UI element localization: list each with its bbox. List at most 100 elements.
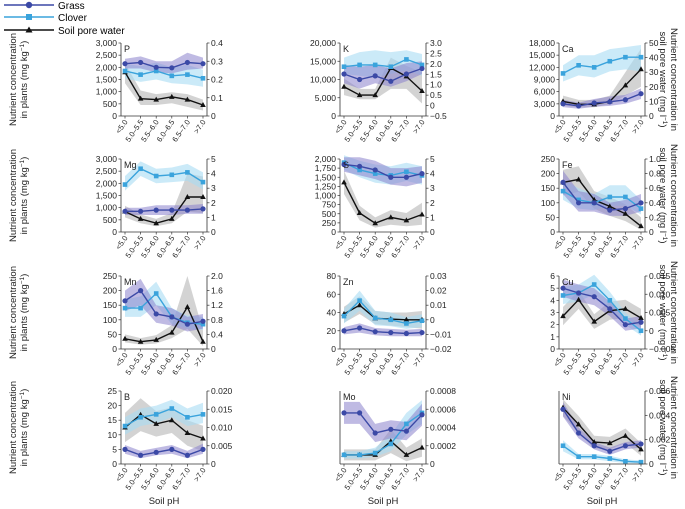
left-tick-label: 1,500 [315, 172, 337, 182]
point-mo-clover-0 [341, 452, 347, 458]
point-mg-clover-2 [153, 173, 159, 179]
left-tick-label: 750 [322, 200, 336, 210]
left-tick-label: 1,000 [315, 191, 337, 201]
left-tick-label: 500 [322, 209, 336, 219]
point-cu-clover-0 [560, 293, 566, 298]
point-b-clover-2 [153, 412, 159, 417]
right-tick-label: 0.002 [649, 435, 671, 445]
right-axis-title-line1: Nutrient concentration in [668, 376, 679, 479]
point-k-grass-3 [388, 78, 394, 84]
left-axis-title: Nutrient concentrationin plants (mg kg−1… [8, 149, 30, 242]
point-ni-soil-pore-water-1 [575, 421, 582, 427]
left-axis-title-line1: Nutrient concentration [8, 266, 19, 359]
right-tick-label: 0 [649, 111, 654, 121]
left-tick-label: 15,000 [310, 56, 336, 66]
right-axis-title-exponent: −1 [661, 233, 668, 241]
right-tick-label: 3 [211, 183, 216, 193]
right-tick-label: 1.2 [211, 300, 223, 310]
point-b-grass-2 [153, 449, 159, 455]
x-tick-label: >7.0 [630, 234, 646, 251]
right-tick-label: 0 [211, 111, 216, 121]
right-tick-label: 1.0 [430, 80, 442, 90]
band-b-clover [125, 399, 203, 435]
line-b-soil-pore-water [124, 413, 204, 440]
right-tick-label: 0.005 [211, 441, 233, 451]
right-tick-label: −0.02 [430, 344, 452, 354]
left-tick-label: 3,000 [96, 38, 118, 48]
left-tick-label: 0 [331, 344, 336, 354]
left-tick-label: 1,500 [96, 191, 118, 201]
point-fe-clover-5 [638, 206, 644, 211]
panel-b: B051015202500.0050.0100.0150.020<5.05.0–… [108, 386, 233, 492]
point-cu-grass-1 [576, 290, 582, 296]
point-k-clover-2 [372, 62, 378, 68]
point-p-clover-4 [185, 72, 190, 77]
right-tick-label: 0 [430, 101, 435, 111]
left-axis-title-exponent: −1 [19, 391, 26, 399]
point-ca-clover-1 [576, 63, 581, 68]
point-ca-grass-0 [560, 101, 566, 107]
right-tick-label: 0 [430, 227, 435, 237]
point-mg-soil-pore-water-1 [137, 215, 144, 221]
point-p-grass-1 [138, 59, 144, 66]
right-tick-label: 0 [649, 326, 654, 336]
legend-clover-label: Clover [58, 13, 88, 24]
axis-titles: Nutrient concentrationin plants (mg kg−1… [8, 28, 679, 507]
point-cu-grass-5 [638, 319, 644, 325]
point-b-grass-4 [184, 452, 190, 458]
left-tick-label: 100 [541, 198, 555, 208]
right-axis-title: Nutrient concentration insoil pore water… [657, 28, 679, 131]
right-tick-label: 0.4 [649, 198, 661, 208]
point-mo-grass-2 [372, 430, 378, 436]
left-axis-title: Nutrient concentrationin plants (mg kg−1… [8, 33, 30, 126]
left-axis-title-line2: in plants (mg kg [19, 167, 30, 234]
panel-mo: Mo00.00020.00040.00060.0008<5.05.0–5.55.… [333, 386, 457, 492]
right-axis-title: Nutrient concentration insoil pore water… [657, 376, 679, 479]
point-fe-grass-5 [638, 200, 644, 206]
right-tick-label: 5 [430, 154, 435, 164]
left-tick-label: 6,000 [534, 87, 556, 97]
line-k-soil-pore-water [343, 67, 423, 96]
right-tick-label: 2.5 [430, 48, 442, 58]
x-tick-label: >7.0 [630, 351, 646, 368]
band-k-grass [344, 61, 422, 89]
right-tick-label: 0.02 [430, 286, 447, 296]
band-ca-clover [563, 45, 641, 82]
point-fe-soil-pore-water-1 [575, 176, 582, 182]
band-ni-grass [563, 401, 641, 455]
left-axis-title: Nutrient concentrationin plants (mg kg−1… [8, 266, 30, 359]
left-tick-label: 1,000 [96, 87, 118, 97]
band-mo-grass [344, 401, 422, 443]
right-tick-label: 0.2 [211, 75, 223, 85]
left-tick-label: 250 [541, 154, 555, 164]
right-tick-label: 0 [649, 227, 654, 237]
right-tick-label: 0.010 [211, 423, 233, 433]
point-k-clover-3 [388, 64, 394, 70]
right-tick-label: 2 [430, 198, 435, 208]
point-ni-soil-pore-water-4 [622, 432, 629, 438]
point-mg-clover-5 [200, 179, 206, 185]
left-tick-label: 2,500 [96, 50, 118, 60]
point-ca-grass-1 [576, 103, 582, 109]
legend-water: Soil pore water [4, 26, 125, 37]
line-b-grass [124, 448, 204, 456]
point-fe-grass-2 [591, 200, 597, 206]
right-axis-title: Nutrient concentration insoil pore water… [657, 144, 679, 247]
point-b-soil-pore-water-4 [184, 429, 191, 435]
left-tick-label: 10 [108, 430, 118, 440]
point-zn-soil-pore-water-1 [356, 302, 363, 308]
point-k-grass-0 [341, 71, 347, 77]
right-tick-label: 0 [430, 459, 435, 469]
point-mg-grass-3 [169, 207, 175, 213]
band-p-grass [125, 52, 203, 74]
point-mn-grass-5 [200, 318, 206, 324]
line-mg-soil-pore-water [124, 196, 203, 224]
left-tick-label: 80 [327, 271, 337, 281]
left-axis-title-line2: in plants (mg kg [19, 399, 30, 466]
right-tick-label: 0.01 [430, 300, 447, 310]
point-cu-soil-pore-water-2 [591, 318, 597, 324]
left-tick-label: 60 [327, 289, 337, 299]
panel-label-zn: Zn [343, 277, 354, 287]
point-zn-soil-pore-water-4 [403, 316, 410, 322]
right-tick-label: 0.6 [649, 183, 661, 193]
